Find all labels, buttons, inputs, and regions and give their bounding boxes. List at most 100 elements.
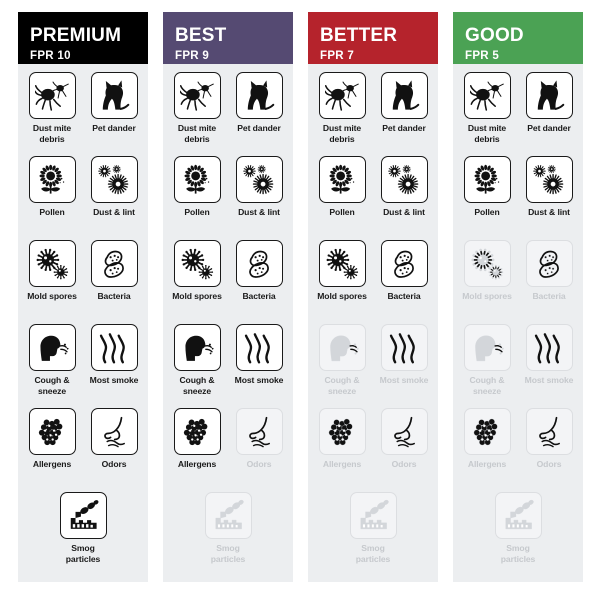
particle-row: Dust mite debris Pet dander <box>314 72 432 156</box>
particle-label: Allergens <box>177 459 217 469</box>
particle-row: Allergens Odors <box>169 408 287 492</box>
particle-row: Mold spores Bacteria <box>314 240 432 324</box>
particle-row: Mold spores Bacteria <box>169 240 287 324</box>
particle-label: Pollen <box>474 207 500 217</box>
particle-label: Odors <box>246 459 272 469</box>
allergens-icon <box>318 408 366 455</box>
pollen-flower-icon <box>173 156 221 203</box>
particle-row: Pollen Dust & lint <box>314 156 432 240</box>
particle-cell: Odors <box>376 408 432 492</box>
pollen-flower-icon <box>318 156 366 203</box>
particle-cell: Most smoke <box>376 324 432 408</box>
particle-cell: Allergens <box>24 408 80 492</box>
particle-label: Pet dander <box>382 123 426 133</box>
particle-row: Dust mite debris Pet dander <box>459 72 577 156</box>
odors-nose-icon <box>90 408 138 455</box>
particle-cell: Mold spores <box>169 240 225 324</box>
pet-dander-cat-icon <box>380 72 428 119</box>
pet-dander-cat-icon <box>90 72 138 119</box>
particle-label: Dust mite debris <box>177 123 217 144</box>
particle-cell: Cough & sneeze <box>24 324 80 408</box>
particle-label: Dust & lint <box>383 207 425 217</box>
particle-label: Smog particles <box>210 543 246 564</box>
mold-spores-icon <box>318 240 366 287</box>
particle-label: Cough & sneeze <box>324 375 360 396</box>
particle-grid: Dust mite debris Pet dander Pollen Dust & l… <box>163 64 293 582</box>
particle-label: Smog particles <box>65 543 101 564</box>
dust-mite-icon <box>463 72 511 119</box>
particle-label: Cough & sneeze <box>179 375 215 396</box>
smoke-icon <box>235 324 283 371</box>
rating-column-good: GOOD FPR 5 Dust mite debris Pet dander Polle… <box>453 12 583 582</box>
particle-row: Dust mite debris Pet dander <box>169 72 287 156</box>
rating-column-better: BETTER FPR 7 Dust mite debris Pet dander Pol… <box>308 12 438 582</box>
particle-label: Cough & sneeze <box>34 375 70 396</box>
smoke-icon <box>380 324 428 371</box>
allergens-icon <box>28 408 76 455</box>
smog-particles-factory-icon <box>59 492 107 539</box>
particle-label: Dust & lint <box>93 207 135 217</box>
particle-row: Cough & sneeze Most smoke <box>169 324 287 408</box>
cough-sneeze-icon <box>173 324 221 371</box>
particle-cell: Smog particles <box>490 492 546 576</box>
particle-cell: Dust mite debris <box>169 72 225 156</box>
particle-label: Pet dander <box>237 123 281 133</box>
pollen-flower-icon <box>463 156 511 203</box>
particle-cell: Pet dander <box>231 72 287 156</box>
particle-row: Smog particles <box>314 492 432 576</box>
particle-cell: Dust mite debris <box>24 72 80 156</box>
particle-label: Allergens <box>322 459 362 469</box>
particle-row: Allergens Odors <box>459 408 577 492</box>
particle-cell: Allergens <box>459 408 515 492</box>
particle-label: Bacteria <box>532 291 566 301</box>
particle-cell: Odors <box>86 408 142 492</box>
particle-cell: Pet dander <box>376 72 432 156</box>
allergens-icon <box>463 408 511 455</box>
particle-grid: Dust mite debris Pet dander Pollen Dust & l… <box>308 64 438 582</box>
particle-label: Smog particles <box>355 543 391 564</box>
particle-row: Allergens Odors <box>24 408 142 492</box>
bacteria-icon <box>380 240 428 287</box>
bacteria-icon <box>235 240 283 287</box>
particle-row: Smog particles <box>24 492 142 576</box>
tier-name: BEST <box>175 25 227 46</box>
particle-cell: Dust & lint <box>86 156 142 240</box>
particle-cell: Smog particles <box>200 492 256 576</box>
particle-label: Dust mite debris <box>32 123 72 144</box>
particle-cell: Mold spores <box>24 240 80 324</box>
smoke-icon <box>525 324 573 371</box>
particle-cell: Bacteria <box>231 240 287 324</box>
particle-cell: Odors <box>231 408 287 492</box>
particle-cell: Smog particles <box>55 492 111 576</box>
particle-label: Most smoke <box>89 375 139 385</box>
fpr-rating: FPR 5 <box>465 50 500 62</box>
rating-column-best: BEST FPR 9 Dust mite debris Pet dander Polle… <box>163 12 293 582</box>
particle-label: Pollen <box>329 207 355 217</box>
smog-particles-factory-icon <box>494 492 542 539</box>
particle-cell: Most smoke <box>86 324 142 408</box>
particle-label: Most smoke <box>524 375 574 385</box>
particle-cell: Pet dander <box>521 72 577 156</box>
particle-cell: Smog particles <box>345 492 401 576</box>
particle-cell: Pollen <box>459 156 515 240</box>
pet-dander-cat-icon <box>525 72 573 119</box>
column-header-premium: PREMIUM FPR 10 <box>18 12 148 64</box>
particle-cell: Most smoke <box>231 324 287 408</box>
odors-nose-icon <box>525 408 573 455</box>
particle-cell: Odors <box>521 408 577 492</box>
particle-label: Allergens <box>32 459 72 469</box>
dust-lint-icon <box>90 156 138 203</box>
particle-label: Mold spores <box>172 291 222 301</box>
particle-cell: Mold spores <box>459 240 515 324</box>
particle-label: Dust & lint <box>528 207 570 217</box>
rating-column-premium: PREMIUM FPR 10 Dust mite debris Pet dander P… <box>18 12 148 582</box>
particle-cell: Allergens <box>314 408 370 492</box>
particle-cell: Pollen <box>169 156 225 240</box>
particle-label: Bacteria <box>387 291 421 301</box>
particle-grid: Dust mite debris Pet dander Pollen Dust & l… <box>18 64 148 582</box>
fpr-rating: FPR 7 <box>320 50 355 62</box>
particle-label: Pet dander <box>527 123 571 133</box>
particle-label: Smog particles <box>500 543 536 564</box>
particle-cell: Dust mite debris <box>459 72 515 156</box>
dust-mite-icon <box>28 72 76 119</box>
